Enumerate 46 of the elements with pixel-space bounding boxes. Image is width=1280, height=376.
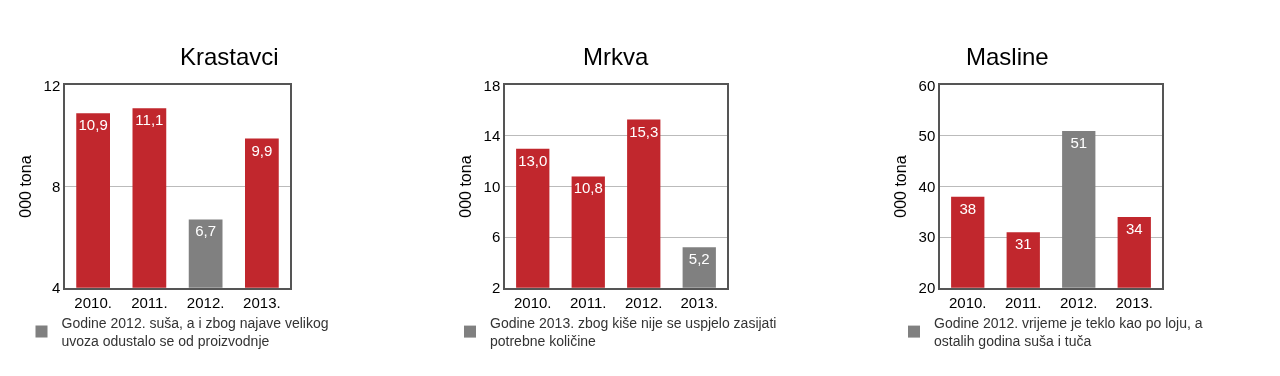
data-label: 10,8 (573, 179, 603, 197)
y-tick-label: 18 (483, 76, 501, 94)
y-tick-label: 12 (43, 76, 61, 94)
y-axis-title: 000 tona (891, 155, 909, 218)
data-label: 10,9 (78, 116, 108, 134)
x-tick-label: 2012. (1059, 293, 1098, 311)
legend-label: Godine 2012. suša, a i zbog najave velikog uvoza odustalo se od proizvodnje (61, 314, 329, 350)
y-tick-label: 10 (483, 177, 501, 195)
data-label: 6,7 (195, 222, 217, 240)
x-tick-label: 2011. (570, 293, 607, 311)
y-tick-label: 50 (918, 127, 936, 145)
data-label: 13,0 (518, 151, 548, 169)
x-tick-label: 2010. (74, 293, 112, 311)
chart-title: Masline (966, 43, 1049, 70)
data-label: 11,1 (135, 111, 164, 129)
x-tick-label: 2013. (1115, 293, 1154, 311)
data-label: 5,2 (688, 250, 710, 268)
x-tick-label: 2012. (624, 293, 663, 311)
y-tick-label: 60 (918, 76, 936, 94)
y-tick-label: 2 (491, 279, 501, 297)
y-tick-label: 8 (51, 177, 61, 195)
y-tick-label: 4 (51, 279, 61, 297)
data-label: 51 (1070, 133, 1088, 151)
chart-title: Mrkva (583, 43, 649, 70)
x-tick-label: 2010. (948, 293, 987, 311)
y-tick-label: 40 (918, 177, 936, 195)
y-axis-title: 000 tona (16, 155, 34, 218)
x-tick-label: 2013. (680, 293, 719, 311)
y-tick-label: 14 (483, 127, 501, 145)
data-label: 34 (1125, 219, 1143, 237)
y-tick-label: 30 (918, 228, 936, 246)
y-axis-title: 000 tona (456, 155, 474, 218)
data-label: 15,3 (629, 122, 659, 140)
x-tick-label: 2011. (131, 293, 168, 311)
legend-label: Godine 2013. zbog kiše nije se uspjelo zasijati potrebne količine (490, 314, 777, 350)
x-tick-label: 2011. (1005, 293, 1042, 311)
y-tick-label: 6 (491, 228, 501, 246)
x-tick-label: 2010. (513, 293, 552, 311)
data-label: 9,9 (251, 141, 273, 159)
chart-title: Krastavci (180, 43, 279, 70)
x-tick-label: 2013. (243, 293, 281, 311)
x-tick-label: 2012. (186, 293, 225, 311)
data-label: 38 (959, 199, 977, 217)
data-label: 31 (1014, 235, 1032, 253)
y-tick-label: 20 (918, 279, 936, 297)
legend-label: Godine 2012. vrijeme je teklo kao po loju, a ostalih godina suša i tuča (934, 314, 1203, 350)
